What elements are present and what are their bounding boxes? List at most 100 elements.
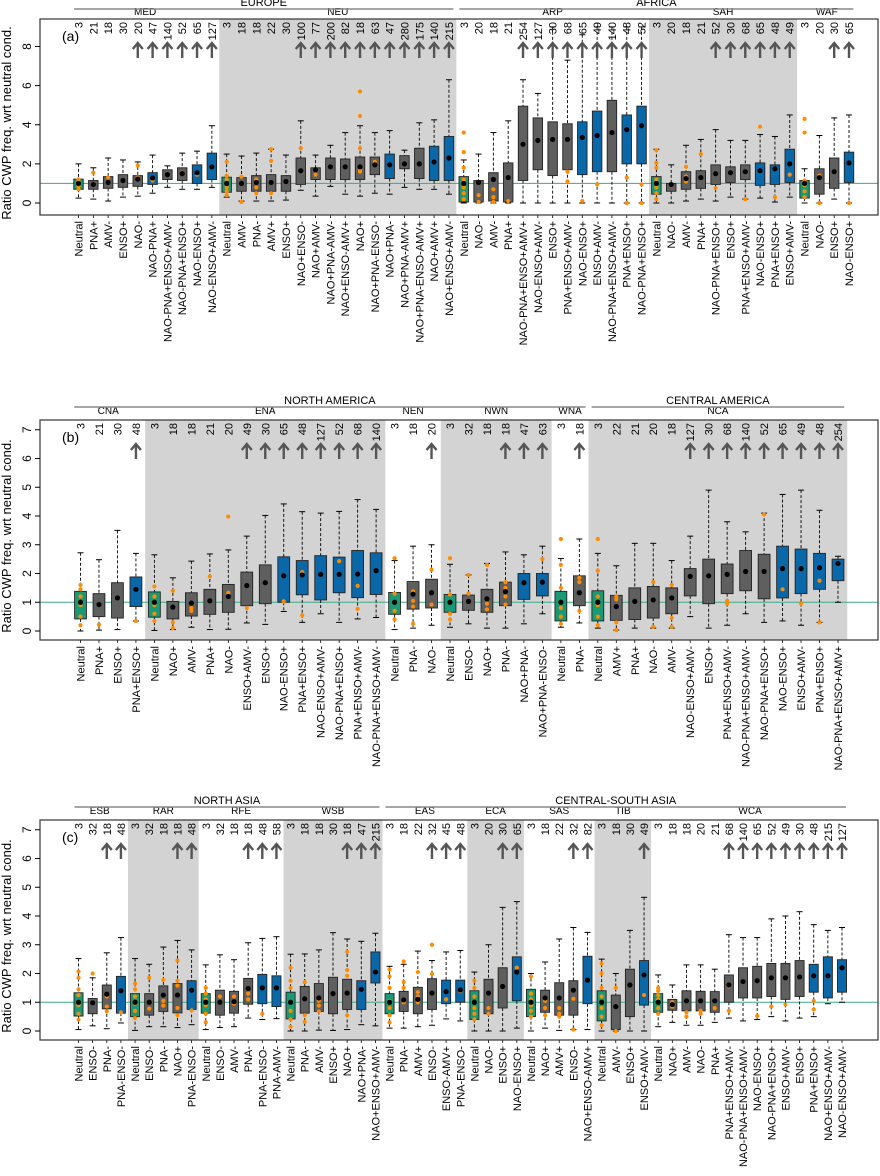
data-point [224,185,229,190]
category-label: ENSO- [215,1046,227,1081]
count-label: 18 [482,423,494,435]
arrow-up-icon [205,41,218,58]
data-point [217,994,222,999]
median-dot [564,136,571,143]
data-point [161,1003,166,1008]
category-label: PNA-ENSO- [257,1046,269,1107]
data-point [387,1020,392,1025]
median-dot [772,166,778,172]
arrow-up-icon [561,41,574,58]
arrow-up-icon [161,41,174,58]
data-point [761,512,767,517]
count-label: 215 [823,823,835,841]
category-label: NAO+ENSO- [296,221,308,286]
median-dot [757,168,763,174]
median-dot [698,174,704,181]
count-label: 21 [630,423,642,435]
data-point [226,514,231,519]
box-AMV-: 18 AMV- [488,22,500,248]
region-label: NWN [484,406,508,417]
median-dot [245,985,251,992]
median-dot [225,593,231,600]
data-point [461,130,466,135]
category-label: PNA+ENSO+ [815,646,827,713]
arrow-up-icon [606,41,618,58]
data-point [447,592,453,597]
data-point [316,1003,321,1008]
data-point [392,608,397,613]
data-point [595,623,600,628]
box-NAO-PNA+ENSO+AMV-: 140 NAO-PNA+ENSO+AMV- [739,423,753,767]
arrow-up-icon [758,442,771,459]
median-dot [373,568,379,574]
median-dot [627,982,633,988]
category-label: ENSO- [568,1046,580,1081]
box-PNA-: 18 PNA- [242,823,255,1072]
data-point [288,1017,293,1022]
data-point [725,598,730,603]
data-point [224,177,229,182]
panel-1: CNA ENA NEN NWN WNA NCA NORTH AMERICA CENTRAL A… [0,395,879,770]
median-dot [550,136,556,143]
arrow-up-icon [242,842,255,859]
data-point [444,997,449,1002]
median-dot [401,997,407,1003]
category-label: NAO+ENSO+AMV- [823,1046,835,1141]
box-body [547,121,558,177]
count-label: 18 [251,22,263,34]
data-point [698,151,703,157]
data-point [224,189,229,194]
count-label: 22 [413,823,425,835]
data-point [817,620,822,625]
box-PNA-ENSO-: 48 PNA-ENSO- [454,823,467,1107]
arrow-up-icon [413,41,426,58]
count-label: 18 [681,22,693,34]
arrow-up-icon [355,842,368,859]
arrow-up-icon [146,41,159,58]
count-label: 52 [334,423,346,435]
arrow-up-icon [100,842,113,859]
box-AMV+: 22 AMV+ [413,823,425,1076]
median-dot [132,999,138,1005]
box-ENSO+: 30 ENSO+ [111,423,124,684]
count-label: 65 [192,22,204,34]
data-point [429,567,434,572]
data-point [224,173,229,178]
y-tick-label: 4 [20,121,34,128]
count-label: 20 [666,22,678,34]
box-NAO-ENSO+: 65 NAO-ENSO+ [191,22,204,286]
category-label: Neutral [286,1046,298,1081]
category-label: Neutral [556,646,568,681]
median-dot [431,159,437,165]
data-point [401,980,406,985]
data-point [599,994,604,999]
count-label: 18 [103,22,115,34]
median-dot [118,988,124,994]
box-body [596,990,607,1022]
box-body [115,975,126,1014]
data-point [558,562,563,567]
category-label: PNA+ENSO+ [131,646,143,713]
data-point [757,124,763,129]
arrow-up-icon [443,41,455,58]
box-body [591,110,603,173]
data-point [226,590,231,595]
category-label: PNA+ENSO+AMV- [562,221,574,315]
box-PNA+ENSO+: 48 PNA+ENSO+ [813,423,827,713]
data-point [355,606,360,611]
box-Neutral: 3 Neutral [799,22,812,256]
box-PNA+ENSO+: 48 PNA+ENSO+ [807,823,821,1113]
median-dot [539,579,545,585]
count-label: 63 [370,22,382,34]
region-label: MED [134,7,156,18]
category-label: NAO+ENSO-AMV+ [583,1046,595,1141]
count-label: 20 [474,22,486,34]
median-dot [344,990,350,996]
data-point [410,621,416,626]
data-point [76,1017,81,1022]
box-NAO+AMV+: 140 NAO+AMV+ [428,22,441,282]
count-label: 18 [355,22,367,34]
median-dot [535,137,541,143]
box-NAO-: 20 NAO- [221,423,235,674]
median-dot [114,595,121,601]
